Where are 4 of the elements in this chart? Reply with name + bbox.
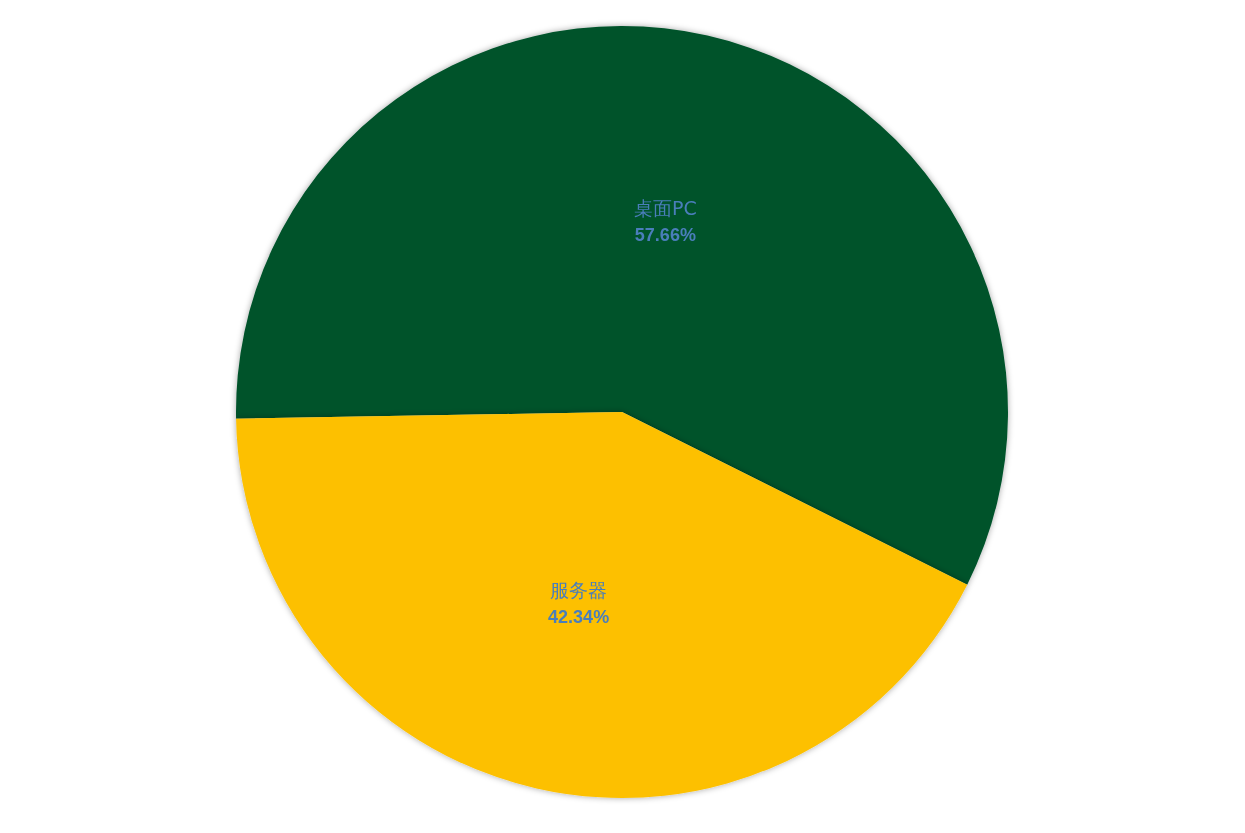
data-label: 42.34%	[548, 607, 610, 628]
slice-label: 服务器	[550, 579, 608, 602]
slice-label: 桌面PC	[634, 196, 697, 219]
data-label: 57.66%	[634, 224, 696, 245]
